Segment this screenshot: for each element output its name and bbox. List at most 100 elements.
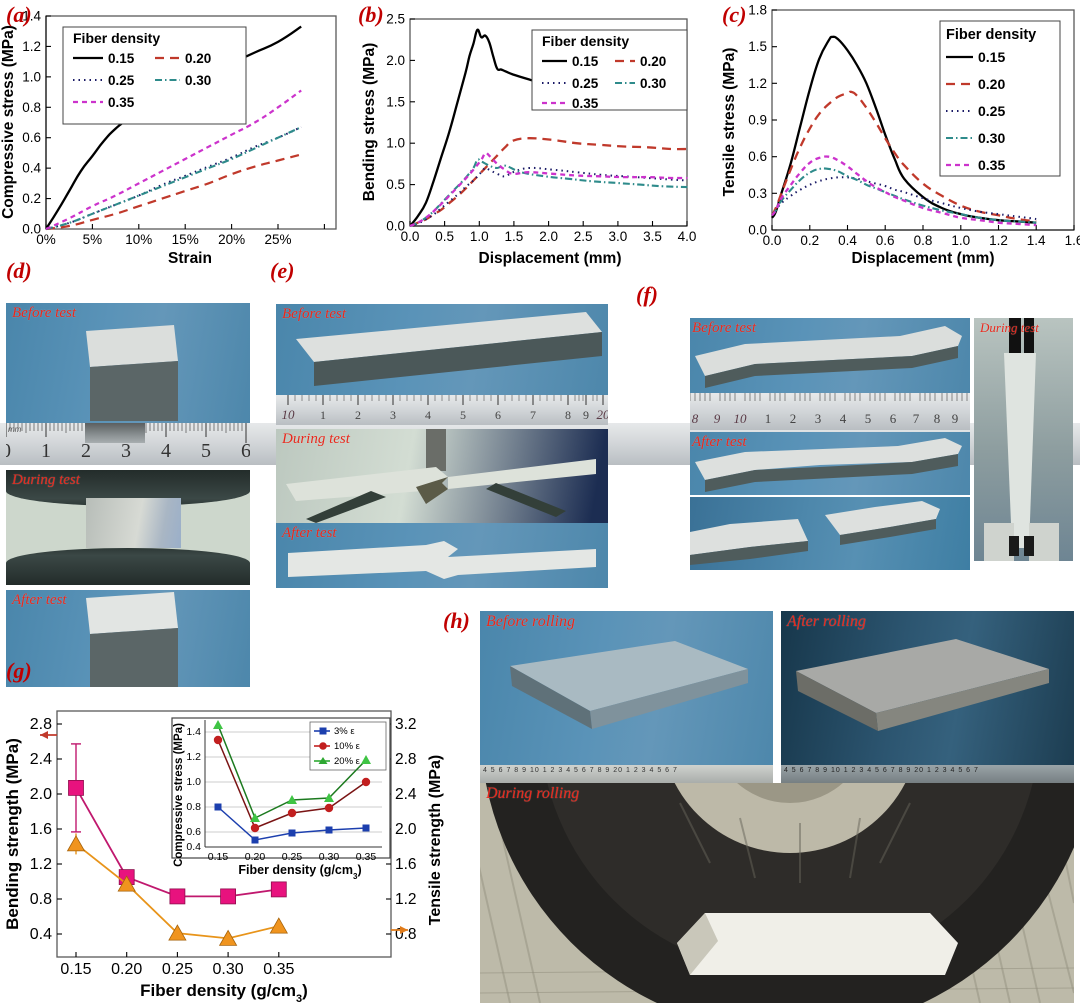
svg-text:8: 8	[692, 411, 699, 426]
svg-text:2.8: 2.8	[395, 751, 417, 768]
svg-text:9: 9	[583, 408, 589, 422]
svg-text:10: 10	[734, 411, 748, 426]
svg-text:0.30: 0.30	[978, 130, 1005, 146]
svg-text:0.5: 0.5	[435, 229, 454, 244]
svg-text:0.4: 0.4	[186, 841, 201, 853]
svg-text:0.25: 0.25	[572, 76, 599, 91]
svg-text:2.5: 2.5	[574, 229, 593, 244]
svg-text:8: 8	[934, 411, 941, 426]
svg-text:2.0: 2.0	[386, 53, 405, 68]
svg-text:Fiber density: Fiber density	[946, 27, 1036, 43]
svg-text:0.0: 0.0	[386, 219, 405, 234]
svg-text:3.0: 3.0	[609, 229, 628, 244]
svg-text:0.6: 0.6	[186, 826, 201, 838]
svg-text:1: 1	[41, 440, 51, 462]
svg-text:0.25: 0.25	[162, 961, 193, 978]
svg-text:0.5: 0.5	[386, 177, 405, 192]
svg-text:8: 8	[565, 408, 571, 422]
svg-text:10%: 10%	[125, 232, 152, 247]
svg-text:4.0: 4.0	[678, 229, 697, 244]
svg-text:0.2: 0.2	[800, 233, 819, 248]
svg-text:0.35: 0.35	[356, 851, 377, 863]
svg-text:0.3: 0.3	[748, 186, 767, 201]
svg-text:1.2: 1.2	[989, 233, 1008, 248]
svg-text:20: 20	[597, 407, 609, 422]
svg-text:0.30: 0.30	[213, 961, 244, 978]
svg-text:0.35: 0.35	[572, 96, 599, 111]
svg-text:3.5: 3.5	[643, 229, 662, 244]
svg-text:1.0: 1.0	[470, 229, 489, 244]
svg-text:6: 6	[890, 411, 897, 426]
svg-text:Displacement (mm): Displacement (mm)	[479, 250, 622, 267]
svg-text:0.9: 0.9	[748, 113, 767, 128]
svg-text:7: 7	[530, 408, 536, 422]
svg-text:Tensile strength (MPa): Tensile strength (MPa)	[427, 755, 444, 925]
svg-text:6: 6	[241, 440, 250, 462]
svg-text:2.0: 2.0	[30, 786, 52, 803]
svg-text:9: 9	[952, 411, 959, 426]
svg-text:0.15: 0.15	[108, 51, 135, 66]
svg-text:Tensile stress (MPa): Tensile stress (MPa)	[721, 48, 738, 197]
svg-text:0: 0	[6, 440, 11, 462]
svg-text:1: 1	[765, 411, 772, 426]
svg-text:Compressive stress (MPa): Compressive stress (MPa)	[0, 25, 17, 219]
svg-text:6: 6	[495, 408, 501, 422]
svg-text:5%: 5%	[83, 232, 103, 247]
svg-text:1.6: 1.6	[395, 856, 417, 873]
svg-text:4: 4	[840, 411, 847, 426]
svg-text:1.4: 1.4	[186, 726, 201, 738]
svg-text:5: 5	[460, 408, 466, 422]
svg-text:0.20: 0.20	[185, 51, 211, 66]
svg-text:2: 2	[81, 440, 91, 462]
svg-text:10% ε: 10% ε	[334, 741, 361, 752]
svg-text:0.6: 0.6	[748, 149, 767, 164]
svg-text:1.4: 1.4	[1027, 233, 1046, 248]
svg-text:0.8: 0.8	[914, 233, 933, 248]
svg-text:10: 10	[282, 407, 296, 422]
svg-text:2: 2	[790, 411, 797, 426]
svg-text:0.30: 0.30	[185, 73, 211, 88]
svg-text:0.4: 0.4	[838, 233, 857, 248]
svg-text:2.4: 2.4	[30, 751, 52, 768]
svg-text:1.0: 1.0	[186, 776, 201, 788]
svg-text:0.8: 0.8	[30, 891, 52, 908]
svg-text:Bending stress (MPa): Bending stress (MPa)	[361, 43, 378, 201]
svg-text:0.4: 0.4	[30, 926, 52, 943]
svg-text:0.4: 0.4	[22, 161, 41, 176]
svg-text:1.5: 1.5	[386, 94, 405, 109]
svg-text:0.6: 0.6	[876, 233, 895, 248]
svg-text:0.15: 0.15	[978, 49, 1005, 65]
svg-text:2.0: 2.0	[539, 229, 558, 244]
svg-text:0.15: 0.15	[60, 961, 91, 978]
svg-text:1.8: 1.8	[748, 3, 767, 18]
svg-text:0.30: 0.30	[640, 76, 666, 91]
svg-text:1.2: 1.2	[186, 751, 201, 763]
svg-text:1.6: 1.6	[1065, 233, 1080, 248]
svg-text:3.2: 3.2	[395, 716, 417, 733]
svg-text:Displacement (mm): Displacement (mm)	[852, 250, 995, 267]
svg-text:0.6: 0.6	[22, 130, 41, 145]
svg-text:0.30: 0.30	[319, 851, 340, 863]
svg-text:20%: 20%	[218, 232, 245, 247]
svg-text:25%: 25%	[264, 232, 291, 247]
svg-text:1.0: 1.0	[951, 233, 970, 248]
svg-text:1.2: 1.2	[22, 39, 41, 54]
svg-text:0.20: 0.20	[111, 961, 142, 978]
svg-text:0.0: 0.0	[748, 223, 767, 238]
svg-text:1.2: 1.2	[30, 856, 52, 873]
svg-text:0.20: 0.20	[245, 851, 266, 863]
svg-text:4: 4	[161, 440, 171, 462]
svg-text:3: 3	[121, 440, 131, 462]
svg-text:0.20: 0.20	[640, 54, 666, 69]
svg-text:2.8: 2.8	[30, 716, 52, 733]
svg-text:0.15: 0.15	[572, 54, 599, 69]
svg-text:0.8: 0.8	[186, 801, 201, 813]
svg-text:0.25: 0.25	[108, 73, 135, 88]
svg-text:4: 4	[425, 408, 431, 422]
svg-text:1.5: 1.5	[748, 39, 767, 54]
svg-text:1.6: 1.6	[30, 821, 52, 838]
svg-text:0.2: 0.2	[22, 191, 41, 206]
svg-text:0.35: 0.35	[108, 95, 135, 110]
svg-text:20% ε: 20% ε	[334, 756, 361, 767]
svg-text:3: 3	[815, 411, 822, 426]
